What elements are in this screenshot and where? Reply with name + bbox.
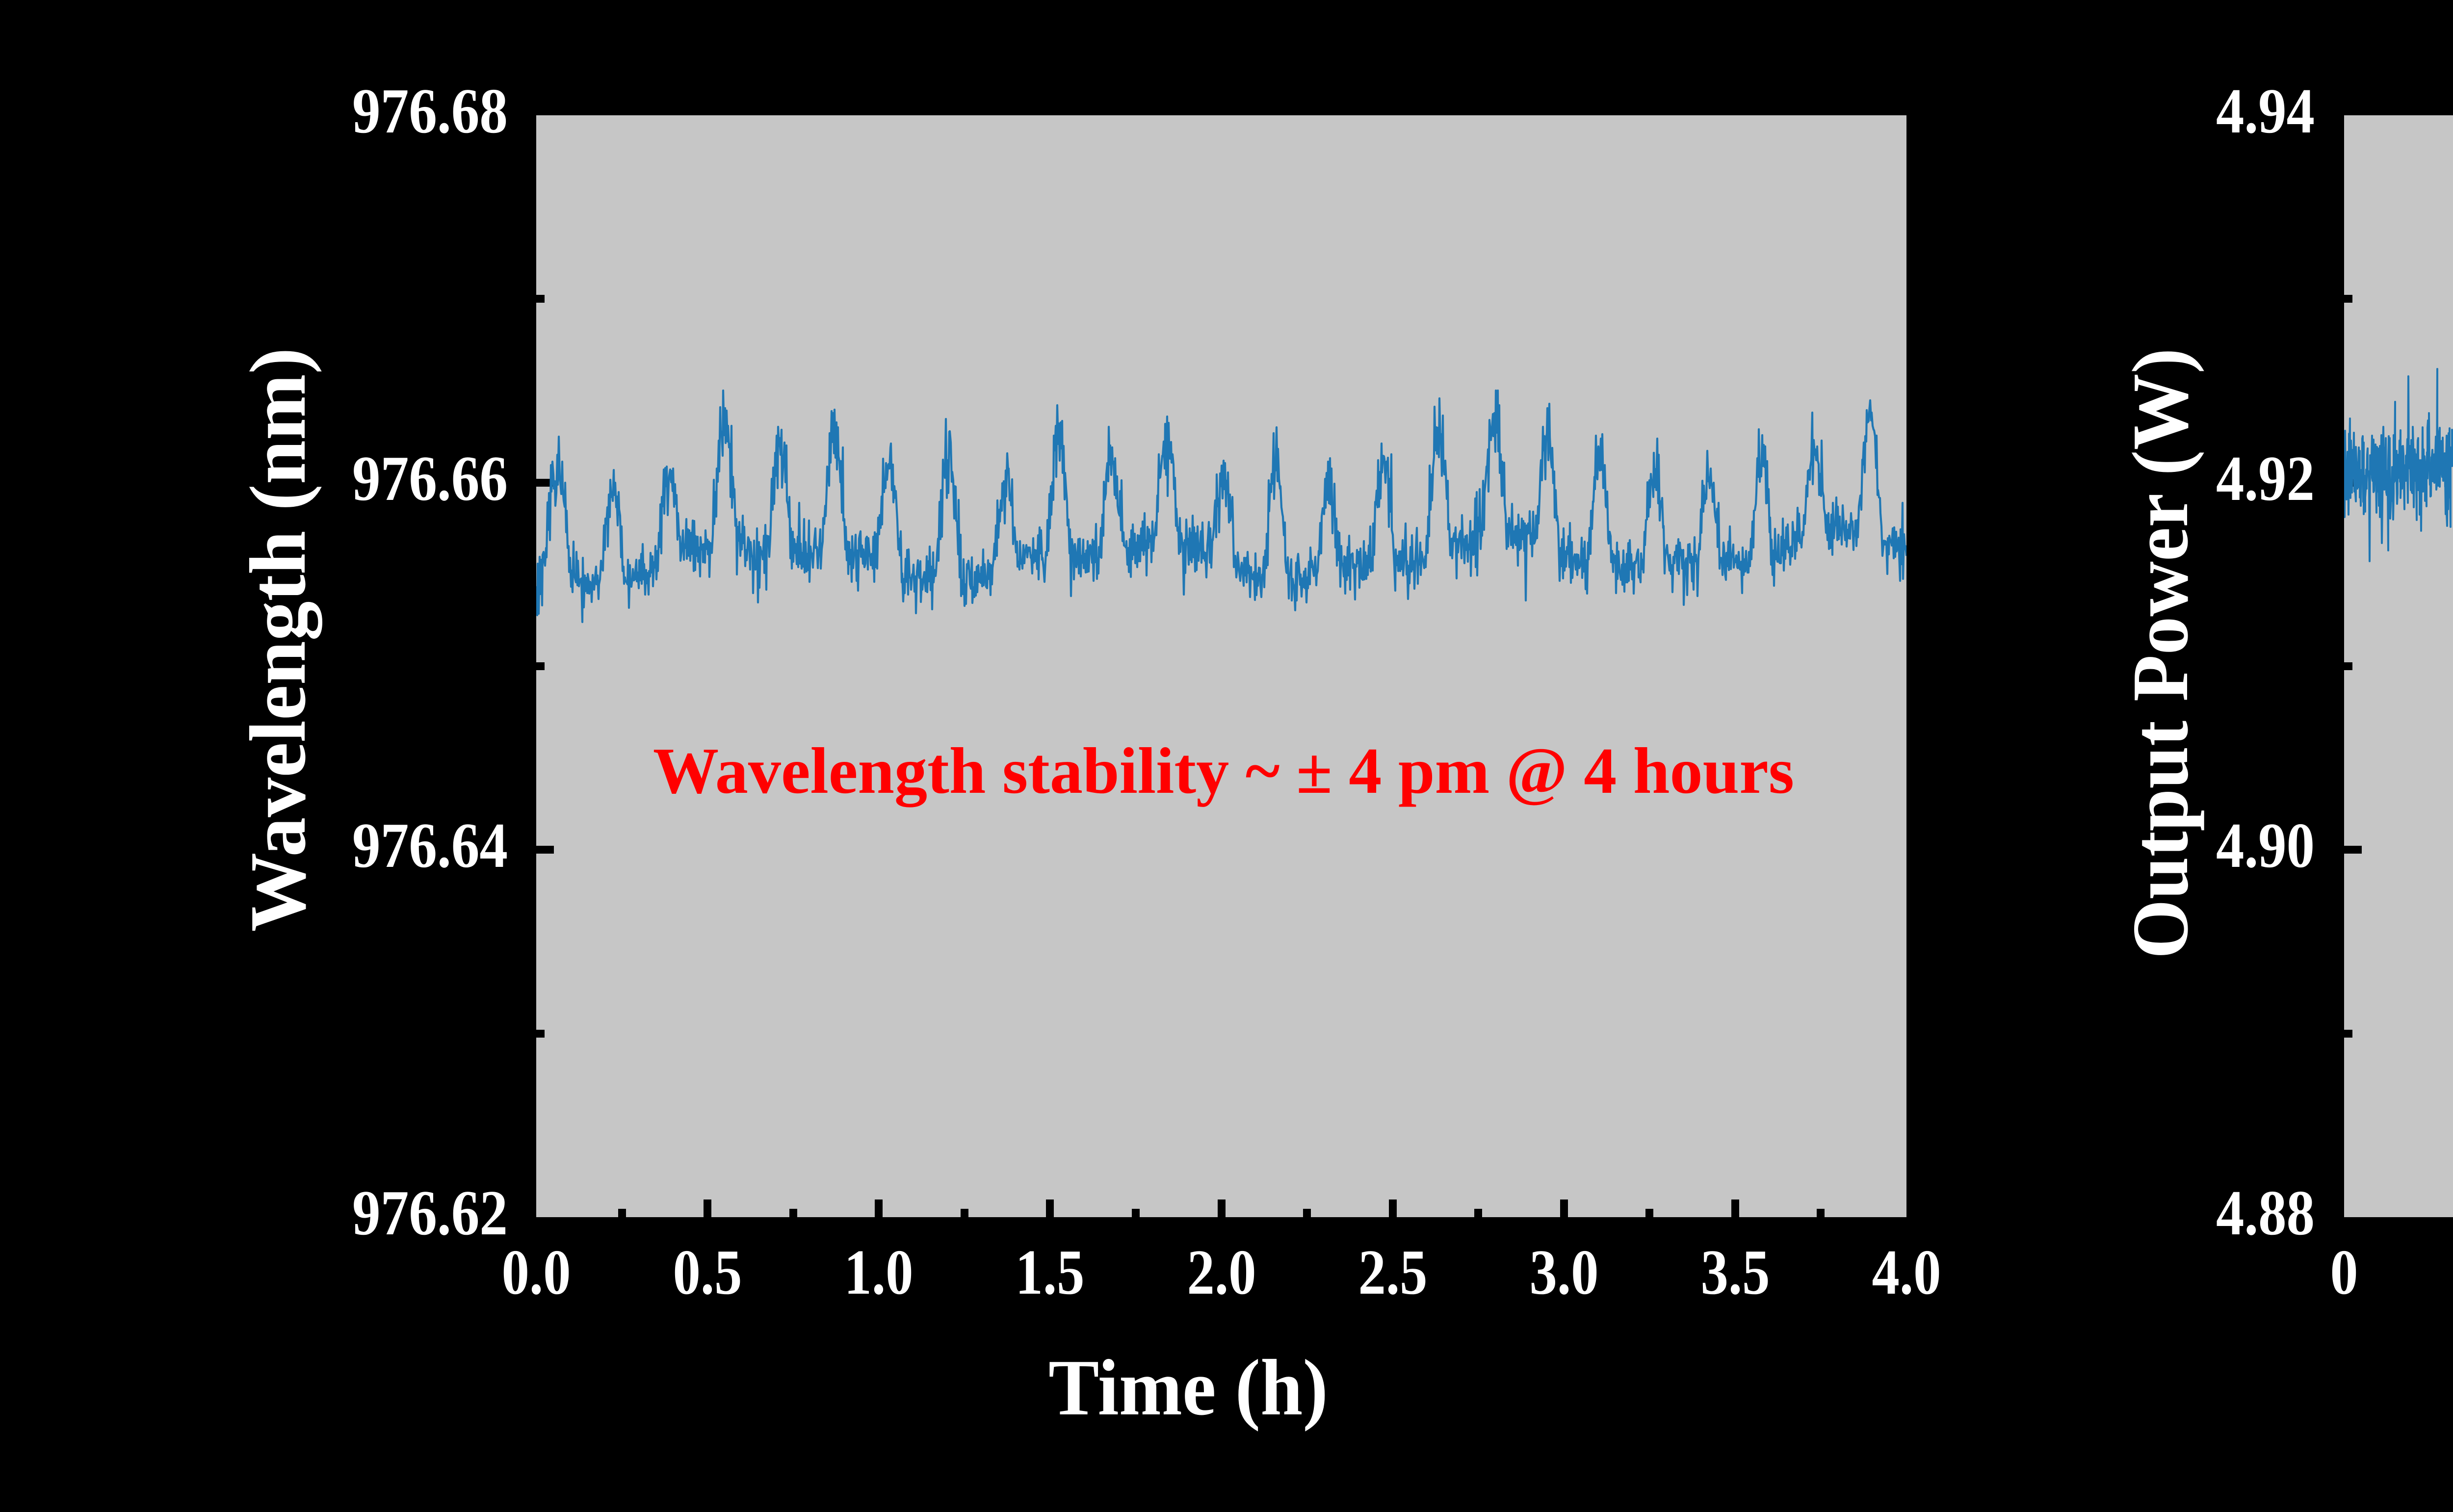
svg-text:2.5: 2.5 bbox=[1358, 1237, 1428, 1308]
svg-text:976.62: 976.62 bbox=[352, 1177, 508, 1249]
svg-text:0.5: 0.5 bbox=[673, 1237, 742, 1308]
svg-text:Wavelength stability ~ ± 4 pm: Wavelength stability ~ ± 4 pm @ 4 hours bbox=[653, 734, 1794, 808]
svg-text:1.5: 1.5 bbox=[1016, 1237, 1085, 1308]
svg-text:1.0: 1.0 bbox=[844, 1237, 913, 1308]
svg-text:4.90: 4.90 bbox=[2216, 810, 2315, 881]
svg-text:4.0: 4.0 bbox=[1872, 1237, 1941, 1308]
svg-text:976.64: 976.64 bbox=[352, 810, 508, 881]
svg-text:976.66: 976.66 bbox=[352, 443, 508, 514]
svg-text:4.94: 4.94 bbox=[2216, 76, 2315, 147]
svg-text:4.88: 4.88 bbox=[2216, 1177, 2315, 1249]
svg-text:Wavelength (nm): Wavelength (nm) bbox=[234, 348, 322, 932]
svg-text:Output Power (W): Output Power (W) bbox=[2116, 348, 2205, 959]
svg-text:0.0: 0.0 bbox=[502, 1237, 571, 1308]
svg-text:2.0: 2.0 bbox=[1187, 1237, 1256, 1308]
svg-text:3.0: 3.0 bbox=[1530, 1237, 1599, 1308]
svg-text:3.5: 3.5 bbox=[1701, 1237, 1770, 1308]
svg-text:Time (h): Time (h) bbox=[1048, 1344, 1328, 1432]
svg-text:976.68: 976.68 bbox=[352, 76, 508, 147]
svg-text:4.92: 4.92 bbox=[2216, 443, 2315, 514]
svg-text:0: 0 bbox=[2330, 1237, 2358, 1308]
